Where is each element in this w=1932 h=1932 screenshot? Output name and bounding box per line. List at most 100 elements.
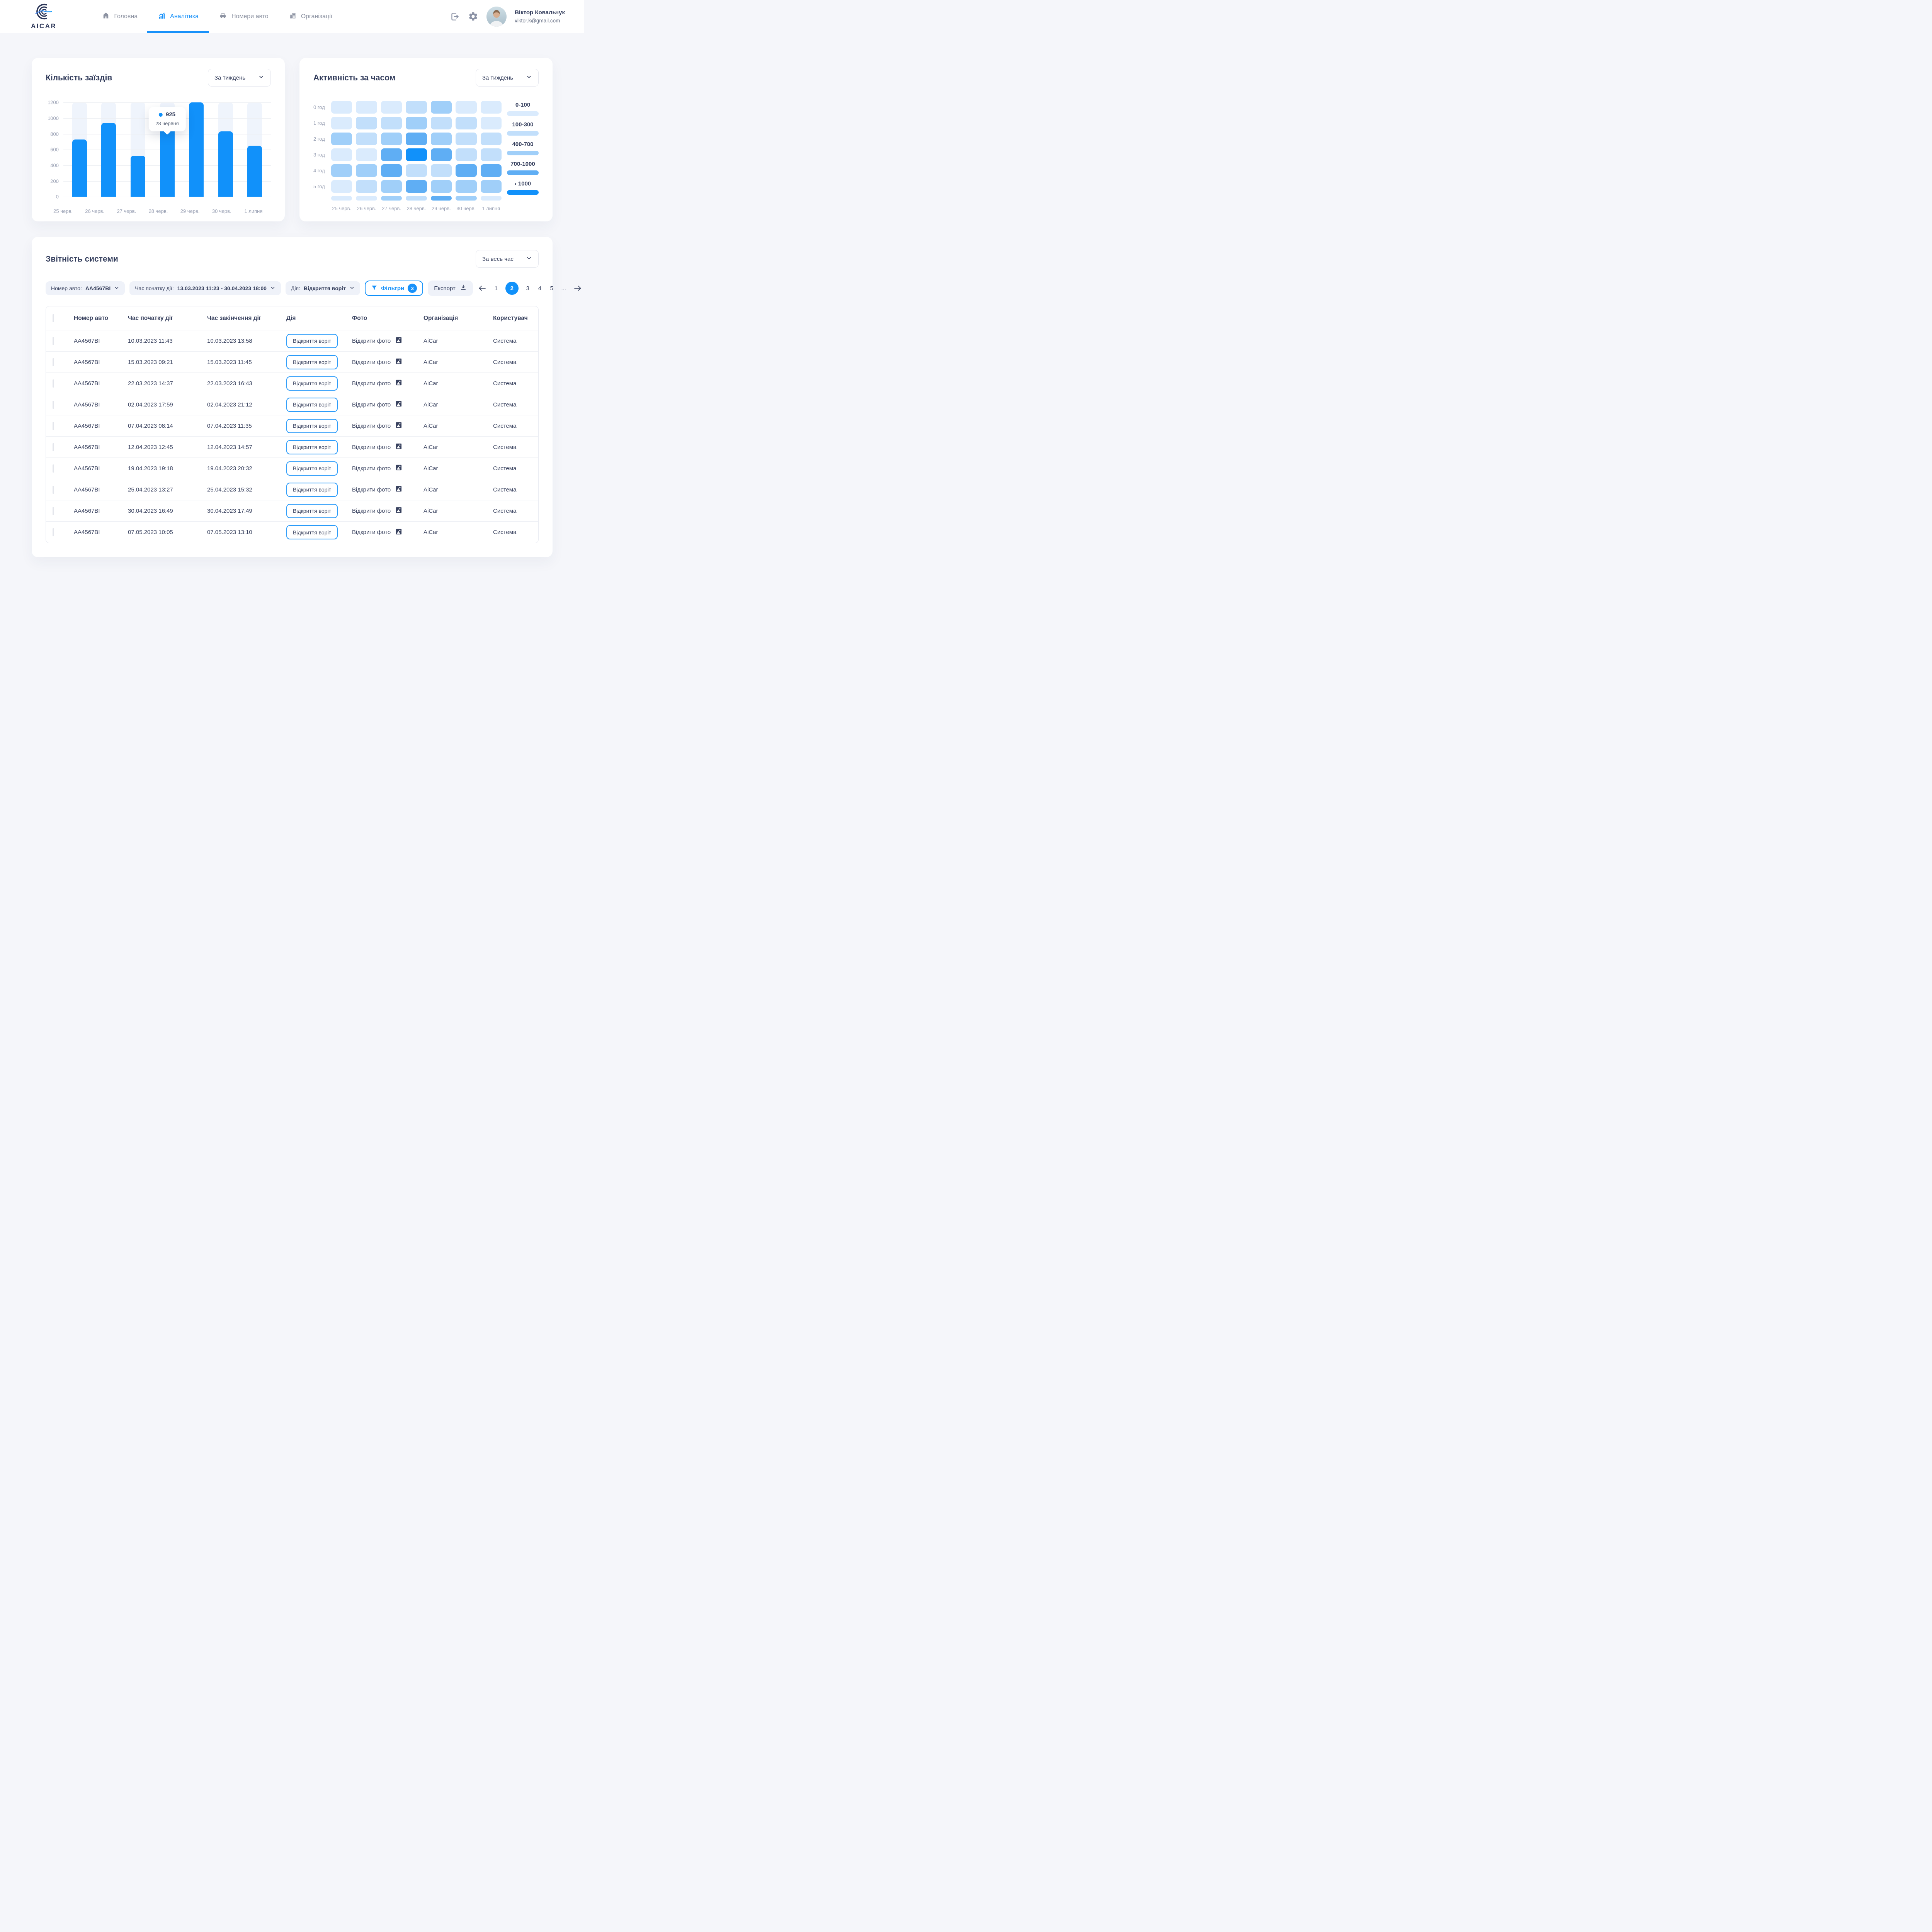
heatmap-cell-2 год-1 липня[interactable] <box>480 133 502 146</box>
gate-open-button[interactable]: Відкриття воріт <box>286 482 338 497</box>
page-number-2[interactable]: 2 <box>505 282 519 295</box>
heatmap-cell-1 год-29 черв.[interactable] <box>430 117 452 130</box>
heatmap-cell-2 год-25 черв.[interactable] <box>331 133 352 146</box>
heatmap-cell-3 год-1 липня[interactable] <box>480 148 502 162</box>
heatmap-cell-0 год-27 черв.[interactable] <box>381 101 402 114</box>
page-number-5[interactable]: 5 <box>550 285 553 292</box>
export-button[interactable]: Експорт <box>428 281 473 296</box>
open-photo-link[interactable]: Відкрити фото <box>352 528 423 537</box>
heatmap-cell-2 год-27 черв.[interactable] <box>381 133 402 146</box>
page-number-4[interactable]: 4 <box>538 285 541 292</box>
gate-open-button[interactable]: Відкриття воріт <box>286 333 338 348</box>
open-photo-link[interactable]: Відкрити фото <box>352 421 423 430</box>
bar-1 липня[interactable] <box>247 146 262 197</box>
open-photo-link[interactable]: Відкрити фото <box>352 400 423 409</box>
heatmap-cell-1 год-27 черв.[interactable] <box>381 117 402 130</box>
nav-item-organizations[interactable]: Організації <box>289 0 332 33</box>
prev-page-arrow[interactable] <box>478 284 487 293</box>
aicar-logo[interactable]: AICAR <box>31 0 56 33</box>
open-photo-link[interactable]: Відкрити фото <box>352 442 423 452</box>
row-checkbox[interactable] <box>53 528 54 537</box>
nav-item-home[interactable]: Головна <box>102 0 138 33</box>
heatmap-cell-2 год-26 черв.[interactable] <box>356 133 377 146</box>
filter-chip-plate[interactable]: Номер авто: AA4567BI <box>46 281 125 296</box>
heatmap-cell-4 год-29 черв.[interactable] <box>430 164 452 177</box>
bar-29 черв.[interactable] <box>189 102 204 197</box>
heatmap-cell-0 год-25 черв.[interactable] <box>331 101 352 114</box>
heatmap-cell-4 год-26 черв.[interactable] <box>356 164 377 177</box>
open-photo-link[interactable]: Відкрити фото <box>352 357 423 367</box>
row-checkbox[interactable] <box>53 400 54 409</box>
entries-period-select[interactable]: За тиждень <box>208 69 271 87</box>
gate-open-button[interactable]: Відкриття воріт <box>286 440 338 454</box>
heatmap-cell-2 год-30 черв.[interactable] <box>456 133 477 146</box>
heatmap-cell-6 год-27 черв.[interactable] <box>381 196 402 201</box>
heatmap-cell-6 год-29 черв.[interactable] <box>430 196 452 201</box>
activity-period-select[interactable]: За тиждень <box>476 69 539 87</box>
heatmap-cell-5 год-27 черв.[interactable] <box>381 180 402 193</box>
page-number-1[interactable]: 1 <box>494 285 498 292</box>
heatmap-cell-6 год-26 черв.[interactable] <box>356 196 377 201</box>
user-avatar[interactable] <box>486 6 507 27</box>
heatmap-cell-3 год-28 черв.[interactable] <box>406 148 427 162</box>
heatmap-cell-6 год-25 черв.[interactable] <box>331 196 352 201</box>
row-checkbox[interactable] <box>53 507 54 515</box>
bar-30 черв.[interactable] <box>218 131 233 197</box>
heatmap-cell-0 год-1 липня[interactable] <box>480 101 502 114</box>
heatmap-cell-5 год-28 черв.[interactable] <box>406 180 427 193</box>
heatmap-cell-5 год-26 черв.[interactable] <box>356 180 377 193</box>
heatmap-cell-0 год-29 черв.[interactable] <box>430 101 452 114</box>
heatmap-cell-3 год-27 черв.[interactable] <box>381 148 402 162</box>
nav-item-car-numbers[interactable]: Номери авто <box>219 0 269 33</box>
user-info[interactable]: Віктор Ковальчук viktor.k@gmail.com <box>515 10 565 24</box>
heatmap-cell-0 год-28 черв.[interactable] <box>406 101 427 114</box>
heatmap-cell-2 год-29 черв.[interactable] <box>430 133 452 146</box>
open-photo-link[interactable]: Відкрити фото <box>352 506 423 515</box>
page-number-3[interactable]: 3 <box>526 285 529 292</box>
gate-open-button[interactable]: Відкриття воріт <box>286 376 338 391</box>
gate-open-button[interactable]: Відкриття воріт <box>286 397 338 412</box>
row-checkbox[interactable] <box>53 485 54 494</box>
open-photo-link[interactable]: Відкрити фото <box>352 485 423 494</box>
heatmap-cell-4 год-27 черв.[interactable] <box>381 164 402 177</box>
heatmap-cell-1 год-28 черв.[interactable] <box>406 117 427 130</box>
heatmap-cell-4 год-1 липня[interactable] <box>480 164 502 177</box>
bar-27 черв.[interactable] <box>130 156 145 197</box>
bar-25 черв.[interactable] <box>72 139 87 197</box>
heatmap-cell-1 год-30 черв.[interactable] <box>456 117 477 130</box>
row-checkbox[interactable] <box>53 443 54 451</box>
heatmap-cell-4 год-28 черв.[interactable] <box>406 164 427 177</box>
bar-28 черв.[interactable] <box>160 124 175 197</box>
select-all-checkbox[interactable] <box>53 314 54 322</box>
heatmap-cell-5 год-29 черв.[interactable] <box>430 180 452 193</box>
gate-open-button[interactable]: Відкриття воріт <box>286 461 338 476</box>
report-period-select[interactable]: За весь час <box>476 250 539 268</box>
open-photo-link[interactable]: Відкрити фото <box>352 336 423 345</box>
row-checkbox[interactable] <box>53 422 54 430</box>
gate-open-button[interactable]: Відкриття воріт <box>286 355 338 369</box>
heatmap-cell-5 год-1 липня[interactable] <box>480 180 502 193</box>
bar-26 черв.[interactable] <box>101 123 116 197</box>
gear-icon[interactable] <box>468 11 478 22</box>
heatmap-cell-4 год-30 черв.[interactable] <box>456 164 477 177</box>
heatmap-cell-3 год-25 черв.[interactable] <box>331 148 352 162</box>
heatmap-cell-3 год-29 черв.[interactable] <box>430 148 452 162</box>
heatmap-cell-3 год-30 черв.[interactable] <box>456 148 477 162</box>
heatmap-cell-5 год-30 черв.[interactable] <box>456 180 477 193</box>
heatmap-cell-0 год-30 черв.[interactable] <box>456 101 477 114</box>
heatmap-cell-5 год-25 черв.[interactable] <box>331 180 352 193</box>
heatmap-cell-1 год-1 липня[interactable] <box>480 117 502 130</box>
row-checkbox[interactable] <box>53 379 54 388</box>
heatmap-cell-3 год-26 черв.[interactable] <box>356 148 377 162</box>
filter-chip-start-time[interactable]: Час початку дії: 13.03.2023 11:23 - 30.0… <box>129 281 281 296</box>
heatmap-cell-6 год-1 липня[interactable] <box>480 196 502 201</box>
heatmap-cell-4 год-25 черв.[interactable] <box>331 164 352 177</box>
heatmap-cell-2 год-28 черв.[interactable] <box>406 133 427 146</box>
row-checkbox[interactable] <box>53 358 54 366</box>
filter-chip-action[interactable]: Дія: Відкриття воріт <box>285 281 361 296</box>
gate-open-button[interactable]: Відкриття воріт <box>286 525 338 540</box>
logout-icon[interactable] <box>450 12 460 22</box>
nav-item-analytics[interactable]: Аналітика <box>147 0 209 33</box>
heatmap-cell-6 год-30 черв.[interactable] <box>456 196 477 201</box>
open-photo-link[interactable]: Відкрити фото <box>352 464 423 473</box>
